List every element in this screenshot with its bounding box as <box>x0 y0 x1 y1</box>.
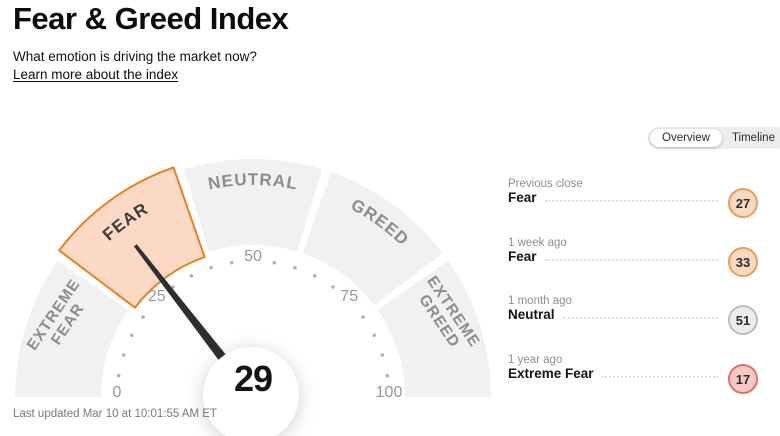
gauge-segment-label-neutral: NEUTRAL <box>207 170 300 193</box>
gauge-tick-dot <box>380 353 385 357</box>
history-value-badge: 27 <box>728 188 758 218</box>
learn-more-link[interactable]: Learn more about the index <box>13 67 179 82</box>
gauge-axis-number: 100 <box>376 384 403 401</box>
history-row-1-year: 1 year ago Extreme Fear 17 <box>508 351 758 395</box>
gauge-segment-fear <box>58 166 206 309</box>
gauge-tick-dot <box>121 353 126 357</box>
history-value-badge: 51 <box>728 305 758 335</box>
gauge-tick-dot <box>209 265 213 270</box>
last-updated-text: Last updated Mar 10 at 10:01:55 AM ET <box>13 408 217 420</box>
history-row-1-month: 1 month ago Neutral 51 <box>508 292 758 336</box>
dotted-leader <box>601 367 718 378</box>
gauge-axis-number: 25 <box>148 288 166 305</box>
view-toggle: Overview Timeline <box>648 127 780 149</box>
gauge-tick-dot <box>141 315 145 319</box>
page-subtitle: What emotion is driving the market now? <box>13 49 257 64</box>
history-period: 1 month ago <box>508 295 572 307</box>
gauge-tick-dot <box>372 333 377 338</box>
gauge-tick-dot <box>385 373 390 378</box>
gauge-tick-dot <box>312 274 317 278</box>
gauge-segment-neutral <box>183 159 323 252</box>
history-period: 1 week ago <box>508 237 567 249</box>
gauge-value: 29 <box>234 358 272 399</box>
history-value-badge: 33 <box>728 247 758 277</box>
history-period: 1 year ago <box>508 354 563 366</box>
gauge-center-disc <box>203 347 299 436</box>
gauge-segment-extreme-fear <box>14 260 129 397</box>
dotted-leader <box>562 308 718 319</box>
history-label: Extreme Fear <box>508 366 594 381</box>
gauge-tick-dot <box>293 265 297 270</box>
history-period: Previous close <box>508 178 583 190</box>
history-value-badge: 17 <box>728 364 758 394</box>
history-row-previous-close: Previous close Fear 27 <box>508 175 758 219</box>
dotted-leader <box>544 191 718 202</box>
gauge-tick-dot <box>171 285 175 289</box>
page-title: Fear & Greed Index <box>13 1 289 36</box>
dotted-leader <box>544 250 718 261</box>
gauge-tick-dot <box>272 260 277 265</box>
gauge-tick-dot <box>116 373 121 378</box>
gauge-axis-number: 50 <box>244 248 262 265</box>
history-row-1-week: 1 week ago Fear 33 <box>508 234 758 278</box>
gauge-segment-extreme-greed <box>377 260 492 397</box>
gauge-tick-dot <box>331 285 335 289</box>
history-label: Neutral <box>508 307 555 322</box>
tab-overview[interactable]: Overview <box>650 129 722 147</box>
gauge-axis-number: 75 <box>340 288 358 305</box>
history-label: Fear <box>508 190 537 205</box>
gauge-tick-dot <box>229 260 234 265</box>
gauge-tick-dot <box>130 333 134 338</box>
gauge-segment-greed <box>302 172 443 306</box>
history-label: Fear <box>508 249 537 264</box>
gauge-tick-dot <box>361 315 365 319</box>
gauge-axis-number: 0 <box>113 384 122 401</box>
tab-timeline[interactable]: Timeline <box>722 129 780 147</box>
gauge-tick-dot <box>189 274 194 278</box>
